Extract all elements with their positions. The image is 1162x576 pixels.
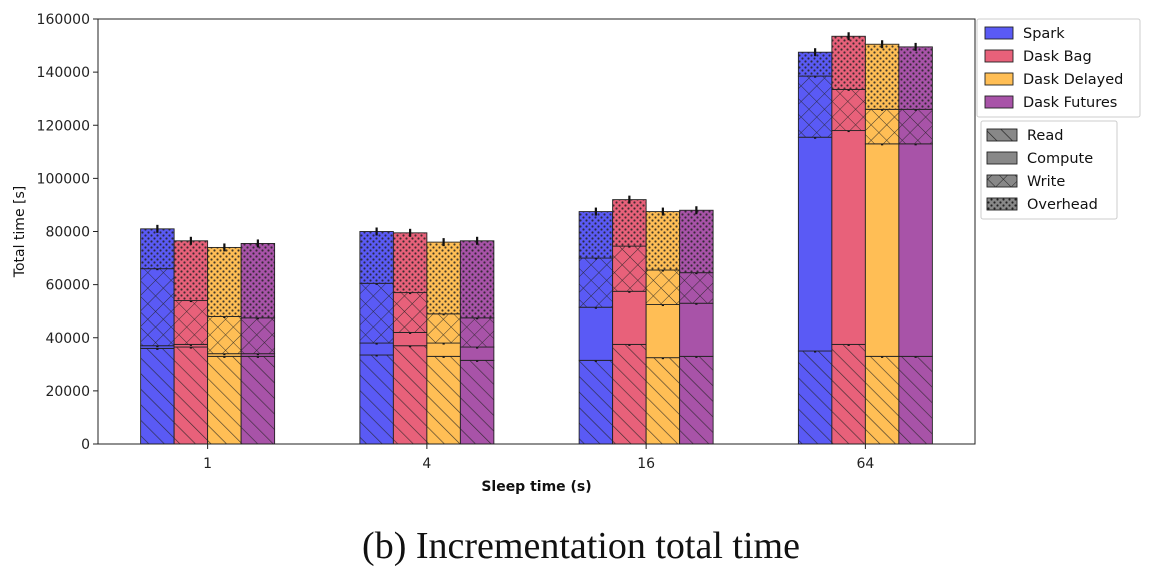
legend-label-dask-bag: Dask Bag <box>1023 49 1092 65</box>
y-tick-label: 160000 <box>37 12 90 28</box>
bar-pattern-overhead <box>679 210 714 273</box>
legend-swatch-dask-delayed <box>984 72 1014 86</box>
bar-pattern-read <box>359 355 394 444</box>
x-tick-label: 4 <box>422 456 431 472</box>
bar-pattern-read <box>174 347 208 444</box>
legend-swatch-dask-futures <box>984 95 1014 109</box>
bar-segment-dask-bag-compute-4 <box>392 331 428 347</box>
legend-label-dask-delayed: Dask Delayed <box>1023 72 1123 88</box>
bar-segment-dask-delayed-compute-4 <box>426 342 461 357</box>
y-tick-label: 20000 <box>45 384 90 400</box>
stacked-bar-chart: 1 4 16 64 0 20000 40000 60000 80000 100000 120000 1… <box>12 12 1141 495</box>
component-legend-box <box>980 120 1118 220</box>
x-axis-title: Sleep time (s) <box>481 479 591 495</box>
bar-pattern-write <box>460 317 494 348</box>
legend-label-compute: Compute <box>1027 151 1093 167</box>
legend-swatch-spark <box>984 26 1014 40</box>
bar-pattern-write <box>174 300 208 345</box>
bar-segment-dask-futures-compute-4 <box>459 346 495 361</box>
bar-pattern-overhead <box>579 211 613 259</box>
y-tick-label: 40000 <box>45 331 90 347</box>
bar-pattern-read <box>798 351 832 444</box>
bar-pattern-read <box>241 356 275 444</box>
bar-pattern-overhead <box>612 199 647 247</box>
bar-pattern-overhead <box>207 247 242 317</box>
bar-pattern-write <box>393 292 427 333</box>
bar-segment-dask-delayed-compute-64 <box>864 143 900 357</box>
legend-swatch-dask-bag <box>984 49 1014 63</box>
bar-pattern-write <box>798 76 832 138</box>
x-tick-label: 16 <box>637 456 655 472</box>
bar-pattern-overhead <box>898 46 933 110</box>
legend-pattern-overlay-read <box>987 129 1017 141</box>
figure-caption: (b) Incrementation total time <box>362 525 800 567</box>
bar-pattern-write <box>612 246 647 292</box>
bar-pattern-write <box>579 258 613 308</box>
bar-pattern-overhead <box>865 44 899 110</box>
x-tick-label: 1 <box>203 456 212 472</box>
series-legend-box <box>976 18 1141 118</box>
bar-pattern-overhead <box>140 228 175 269</box>
bar-pattern-read <box>679 356 714 444</box>
bar-pattern-read <box>898 356 933 444</box>
bar-pattern-write <box>359 283 394 344</box>
y-axis-title: Total time [s] <box>12 186 28 278</box>
legend-label-spark: Spark <box>1023 26 1065 42</box>
bar-pattern-write <box>831 89 866 131</box>
bar-pattern-overhead <box>174 240 208 301</box>
bar-pattern-read <box>426 356 461 444</box>
bar-pattern-read <box>612 344 647 444</box>
bar-segment-dask-bag-compute-16 <box>612 290 647 345</box>
bar-pattern-read <box>393 345 427 444</box>
bar-segment-spark-compute-16 <box>578 306 614 361</box>
legend-label-dask-futures: Dask Futures <box>1023 95 1117 111</box>
bar-segment-dask-bag-compute-64 <box>831 130 866 345</box>
bar-pattern-overhead <box>426 242 461 314</box>
bar-pattern-write <box>865 109 899 144</box>
y-tick-label: 60000 <box>45 278 90 294</box>
legend-label-read: Read <box>1027 128 1063 144</box>
y-tick-label: 80000 <box>45 225 90 241</box>
legend-pattern-compute <box>986 151 1018 165</box>
bar-segment-dask-futures-compute-16 <box>679 302 714 357</box>
legend-pattern-overlay-write <box>987 175 1017 187</box>
bar-pattern-read <box>207 356 242 444</box>
bar-pattern-write <box>679 272 714 304</box>
bar-pattern-write <box>140 268 175 346</box>
legend-label-overhead: Overhead <box>1027 197 1098 213</box>
y-tick-label: 100000 <box>37 171 90 187</box>
x-tick-label: 64 <box>856 456 874 472</box>
legend-pattern-overlay-overhead <box>987 198 1017 210</box>
bar-segment-dask-futures-compute-64 <box>898 143 933 357</box>
bar-pattern-read <box>865 356 899 444</box>
bar-pattern-write <box>207 316 242 354</box>
bar-segment-dask-delayed-compute-16 <box>645 304 681 359</box>
bar-pattern-read <box>831 344 866 444</box>
bar-pattern-read <box>646 357 680 444</box>
bar-pattern-overhead <box>393 232 427 293</box>
bar-pattern-overhead <box>241 243 275 318</box>
bar-pattern-read <box>579 360 613 444</box>
bar-pattern-read <box>460 360 494 444</box>
bar-segment-spark-compute-64 <box>797 136 833 352</box>
bar-pattern-overhead <box>359 231 394 284</box>
bar-pattern-write <box>898 109 933 144</box>
bar-pattern-overhead <box>646 211 680 271</box>
bar-pattern-read <box>140 348 175 444</box>
legend-label-write: Write <box>1027 174 1065 190</box>
y-tick-label: 120000 <box>37 118 90 134</box>
bar-pattern-write <box>646 270 680 305</box>
y-tick-label: 0 <box>81 437 90 453</box>
bar-pattern-overhead <box>831 36 866 90</box>
bar-segment-spark-compute-4 <box>359 342 394 356</box>
bar-pattern-write <box>241 317 275 354</box>
bar-pattern-overhead <box>460 240 494 318</box>
y-tick-label: 140000 <box>37 65 90 81</box>
bar-pattern-overhead <box>798 52 832 77</box>
bar-pattern-write <box>426 313 461 344</box>
